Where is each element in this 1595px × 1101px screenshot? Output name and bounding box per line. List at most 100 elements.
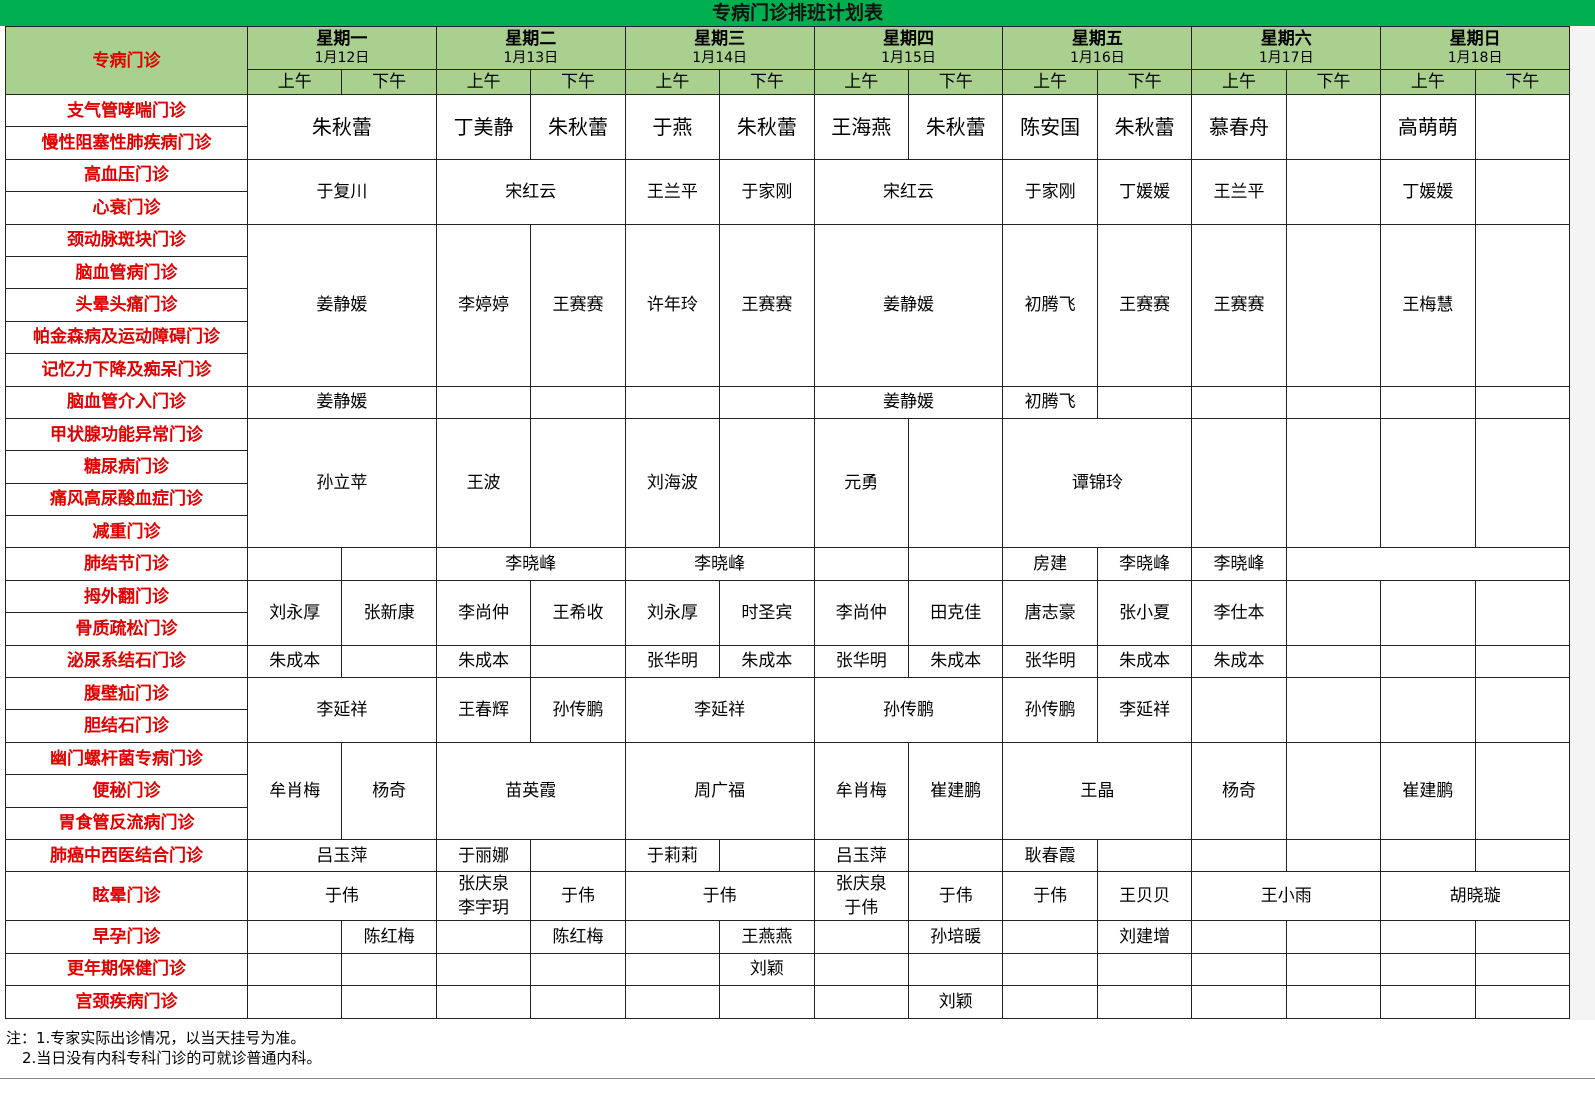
empty-cell[interactable] [1380, 385, 1476, 419]
empty-cell[interactable] [1380, 985, 1476, 1019]
doctor-cell[interactable]: 刘永厚 [624, 579, 721, 646]
empty-cell[interactable] [1474, 94, 1571, 160]
empty-cell[interactable] [813, 547, 910, 581]
doctor-cell[interactable]: 于家刚 [719, 158, 815, 225]
doctor-cell[interactable]: 朱成本 [246, 644, 343, 679]
doctor-cell[interactable]: 杨奇 [341, 741, 437, 840]
empty-cell[interactable] [1096, 952, 1193, 987]
doctor-cell[interactable]: 丁媛媛 [1380, 158, 1476, 225]
empty-cell[interactable] [1380, 838, 1476, 873]
doctor-cell[interactable]: 许年玲 [624, 223, 721, 387]
doctor-cell[interactable]: 姜静媛 [813, 223, 1004, 387]
doctor-cell[interactable]: 李尚仲 [435, 579, 532, 646]
doctor-cell[interactable]: 牟肖梅 [813, 741, 910, 840]
doctor-cell[interactable]: 于伟 [907, 871, 1004, 922]
doctor-cell[interactable]: 刘颖 [719, 952, 815, 987]
doctor-cell[interactable]: 姜静媛 [813, 385, 1004, 419]
doctor-cell[interactable]: 唐志豪 [1002, 579, 1098, 646]
doctor-cell[interactable]: 时圣宾 [719, 579, 815, 646]
doctor-cell[interactable]: 朱秋蕾 [719, 94, 815, 160]
empty-cell[interactable] [1474, 952, 1571, 987]
empty-cell[interactable] [246, 985, 343, 1019]
empty-cell[interactable] [1474, 417, 1571, 549]
empty-cell[interactable] [246, 547, 343, 581]
doctor-cell[interactable]: 朱成本 [1096, 644, 1193, 679]
empty-cell[interactable] [1474, 579, 1571, 646]
doctor-cell[interactable]: 孙传鹏 [530, 677, 626, 743]
empty-cell[interactable] [1474, 223, 1571, 387]
empty-cell[interactable] [1474, 644, 1571, 679]
doctor-cell[interactable]: 李晓峰 [1096, 547, 1193, 581]
doctor-cell[interactable]: 李晓峰 [435, 547, 626, 581]
empty-cell[interactable] [624, 920, 721, 954]
doctor-cell[interactable]: 王赛赛 [1096, 223, 1193, 387]
empty-cell[interactable] [1096, 385, 1193, 419]
empty-cell[interactable] [813, 952, 910, 987]
doctor-cell[interactable]: 王波 [435, 417, 532, 549]
empty-cell[interactable] [1191, 838, 1287, 873]
doctor-cell[interactable]: 张华明 [1002, 644, 1098, 679]
doctor-cell[interactable]: 丁美静 [435, 94, 532, 160]
empty-cell[interactable] [341, 952, 437, 987]
empty-cell[interactable] [1474, 985, 1571, 1019]
empty-cell[interactable] [719, 985, 815, 1019]
doctor-cell[interactable]: 朱成本 [719, 644, 815, 679]
doctor-cell[interactable]: 杨奇 [1191, 741, 1287, 840]
empty-cell[interactable] [530, 838, 626, 873]
doctor-cell[interactable]: 初腾飞 [1002, 223, 1098, 387]
empty-cell[interactable] [341, 644, 437, 679]
empty-cell[interactable] [813, 985, 910, 1019]
doctor-cell[interactable]: 李延祥 [624, 677, 815, 743]
empty-cell[interactable] [1380, 677, 1476, 743]
empty-cell[interactable] [1096, 838, 1193, 873]
doctor-cell[interactable]: 朱秋蕾 [247, 94, 437, 160]
doctor-cell[interactable]: 王海燕 [813, 94, 910, 160]
empty-cell[interactable] [341, 985, 437, 1019]
doctor-cell[interactable]: 房建 [1002, 547, 1098, 581]
empty-cell[interactable] [1474, 385, 1571, 419]
empty-cell[interactable] [435, 385, 532, 419]
doctor-cell[interactable]: 李婷婷 [435, 223, 532, 387]
doctor-cell[interactable]: 张庆泉 李宇玥 [435, 871, 532, 922]
doctor-cell[interactable]: 宋红云 [813, 158, 1004, 225]
doctor-cell[interactable]: 于伟 [624, 871, 815, 922]
empty-cell[interactable] [1285, 417, 1382, 549]
empty-cell[interactable] [1191, 952, 1287, 987]
empty-cell[interactable] [246, 920, 343, 954]
doctor-cell[interactable]: 王赛赛 [530, 223, 626, 387]
doctor-cell[interactable]: 孙立苹 [247, 417, 437, 549]
doctor-cell[interactable]: 陈红梅 [341, 920, 437, 954]
doctor-cell[interactable]: 王赛赛 [719, 223, 815, 387]
doctor-cell[interactable]: 刘海波 [624, 417, 721, 549]
empty-cell[interactable] [1474, 838, 1571, 873]
doctor-cell[interactable]: 王春辉 [435, 677, 532, 743]
doctor-cell[interactable]: 于伟 [530, 871, 626, 922]
doctor-cell[interactable]: 胡晓璇 [1380, 871, 1571, 922]
doctor-cell[interactable]: 陈红梅 [530, 920, 626, 954]
empty-cell[interactable] [1380, 952, 1476, 987]
doctor-cell[interactable]: 于丽娜 [435, 838, 532, 873]
doctor-cell[interactable]: 宋红云 [435, 158, 626, 225]
doctor-cell[interactable]: 李仕本 [1191, 579, 1287, 646]
doctor-cell[interactable]: 王燕燕 [719, 920, 815, 954]
doctor-cell[interactable]: 周广福 [624, 741, 815, 840]
doctor-cell[interactable]: 张华明 [624, 644, 721, 679]
empty-cell[interactable] [1474, 158, 1571, 225]
doctor-cell[interactable]: 崔建鹏 [1380, 741, 1476, 840]
doctor-cell[interactable]: 朱成本 [907, 644, 1004, 679]
empty-cell[interactable] [907, 952, 1004, 987]
doctor-cell[interactable]: 吕玉萍 [813, 838, 910, 873]
empty-cell[interactable] [719, 838, 815, 873]
doctor-cell[interactable]: 慕春舟 [1191, 94, 1287, 160]
empty-cell[interactable] [530, 644, 626, 679]
empty-cell[interactable] [435, 985, 532, 1019]
doctor-cell[interactable]: 高萌萌 [1380, 94, 1476, 160]
empty-cell[interactable] [1285, 644, 1382, 679]
empty-cell[interactable] [1002, 985, 1098, 1019]
empty-cell[interactable] [530, 985, 626, 1019]
doctor-cell[interactable]: 李晓峰 [1191, 547, 1287, 581]
doctor-cell[interactable]: 孙培暖 [907, 920, 1004, 954]
empty-cell[interactable] [1191, 417, 1287, 549]
empty-cell[interactable] [1380, 920, 1476, 954]
doctor-cell[interactable]: 刘建增 [1096, 920, 1193, 954]
